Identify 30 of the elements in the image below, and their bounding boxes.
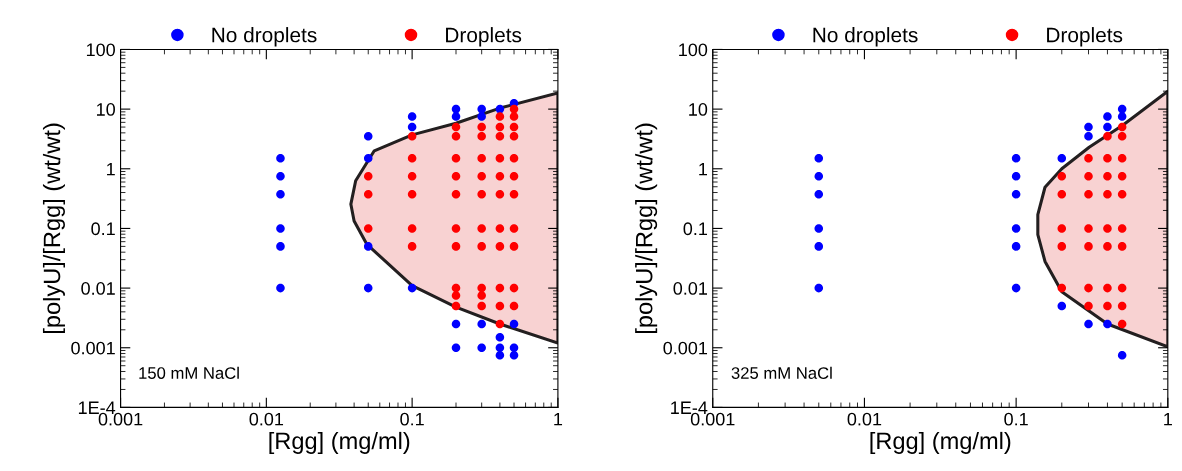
- y-tick-label: 100: [679, 43, 708, 57]
- legend-label: No droplets: [212, 27, 317, 47]
- y-tick-label: 0.001: [71, 341, 115, 355]
- y-tick-label: 1E-4: [78, 401, 116, 414]
- y-tick-label: 0.1: [683, 222, 708, 236]
- x-tick-label: 1: [554, 412, 563, 426]
- x-axis-title: [Rgg] (mg/ml): [269, 431, 410, 454]
- y-tick-label: 100: [86, 43, 115, 57]
- x-axis-title: [Rgg] (mg/ml): [870, 431, 1011, 454]
- y-tick-label: 1E-4: [671, 401, 708, 414]
- x-tick-label: 1: [1164, 412, 1172, 426]
- y-tick-label: 0.1: [91, 222, 115, 236]
- legend-label: Droplets: [1047, 27, 1123, 47]
- legend-label: No droplets: [813, 27, 918, 47]
- y-tick-label: 0.01: [81, 282, 115, 295]
- y-tick-label: 0.01: [673, 282, 708, 295]
- y-axis-title: [polyU]/[Rgg] (wt/wt): [635, 123, 658, 334]
- x-tick-label: 0.1: [1004, 412, 1028, 426]
- x-tick-label: 0.01: [249, 412, 284, 426]
- y-tick-label: 1: [699, 162, 707, 176]
- y-tick-label: 0.001: [663, 341, 708, 355]
- y-tick-label: 10: [689, 103, 708, 116]
- annotation: 150 mM NaCl: [139, 366, 239, 379]
- y-axis-title: [polyU]/[Rgg] (wt/wt): [42, 123, 65, 334]
- y-tick-label: 10: [97, 103, 115, 116]
- annotation: 325 mM NaCl: [731, 366, 832, 379]
- x-tick-label: 0.1: [400, 412, 424, 426]
- legend-label: Droplets: [446, 27, 522, 47]
- x-tick-label: 0.01: [847, 412, 882, 426]
- y-tick-label: 1: [107, 162, 115, 176]
